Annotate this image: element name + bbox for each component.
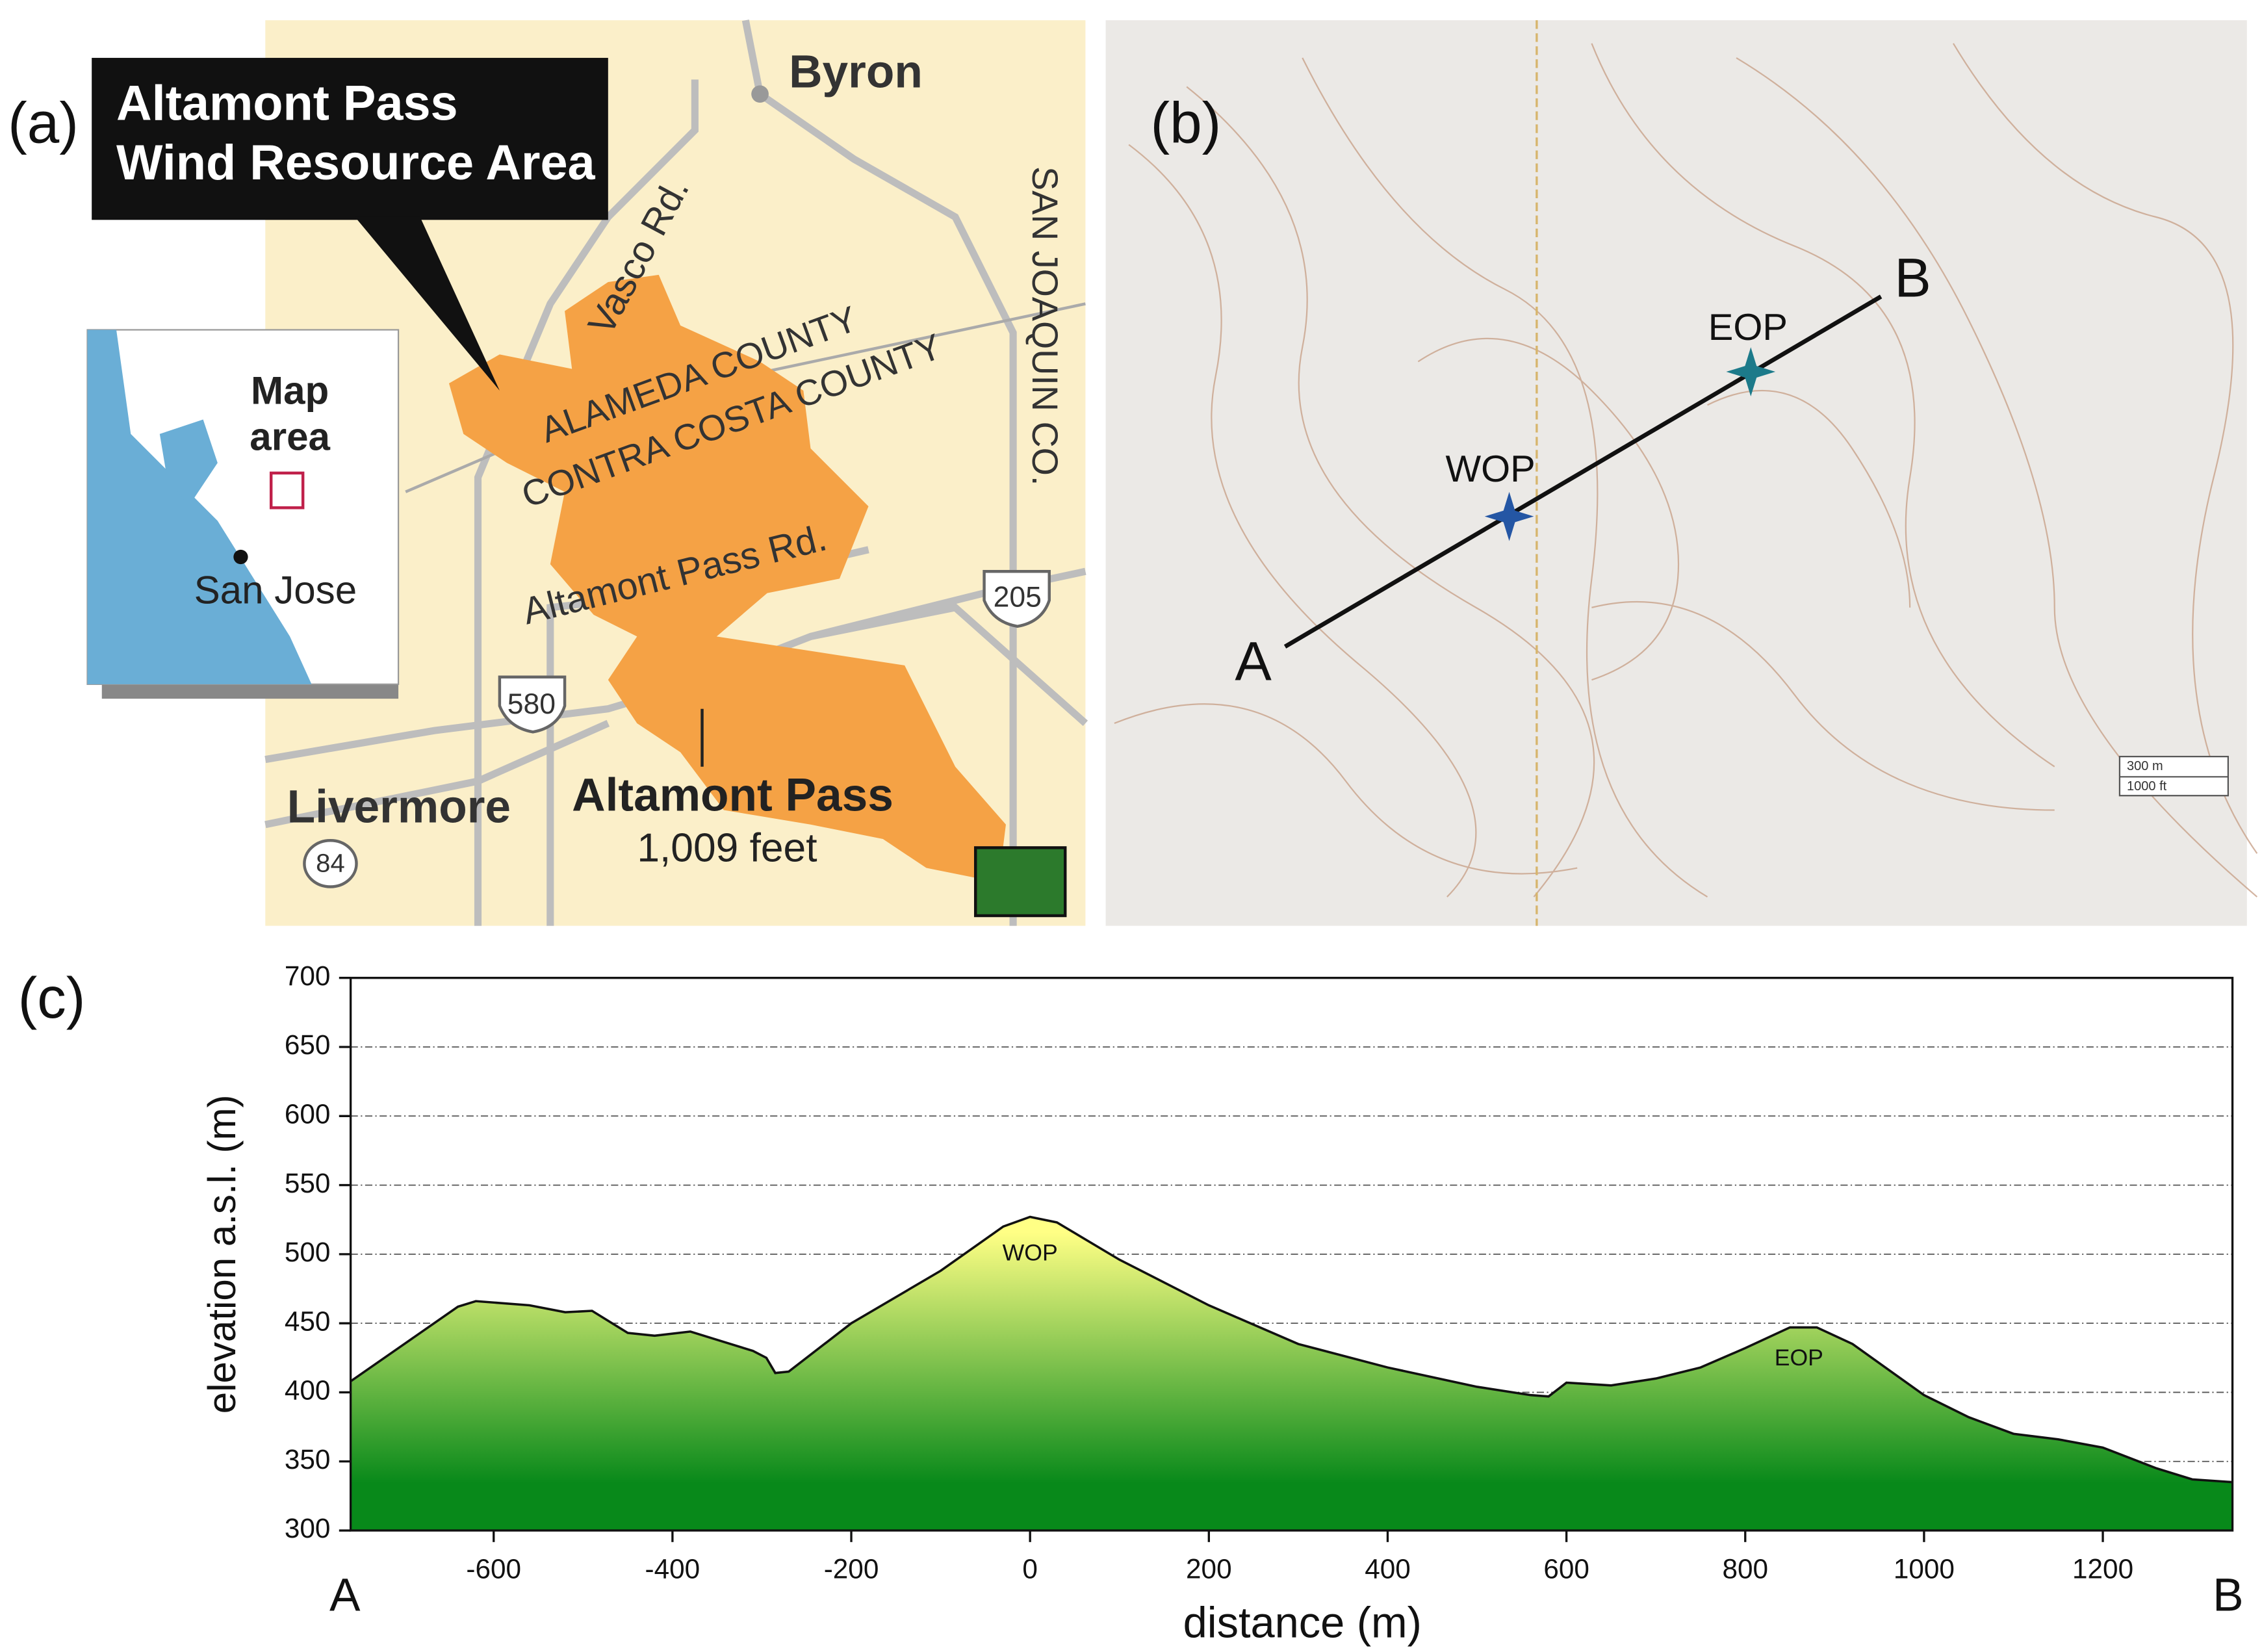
panel-label: (a) bbox=[8, 90, 79, 155]
x-tick-label: 1200 bbox=[2072, 1554, 2133, 1584]
shield-label: 205 bbox=[994, 581, 1042, 613]
y-axis-label: elevation a.s.l. (m) bbox=[200, 1094, 244, 1413]
profile-chart: (c) elevation a.s.l. (m) distance (m) A … bbox=[18, 961, 2244, 1647]
y-tick-label: 400 bbox=[285, 1375, 331, 1406]
contours bbox=[1114, 43, 2258, 898]
x-tick-label: -400 bbox=[645, 1554, 700, 1584]
x-tick-label: -200 bbox=[824, 1554, 879, 1584]
terrain-background bbox=[1105, 20, 2247, 926]
scale-bar: 300 m 1000 ft bbox=[2118, 756, 2229, 797]
title-box bbox=[92, 58, 608, 220]
x-tick-label: 600 bbox=[1543, 1554, 1589, 1584]
end-label: B bbox=[2213, 1569, 2244, 1621]
y-tick-label: 550 bbox=[285, 1168, 331, 1198]
shield-label: 580 bbox=[508, 688, 556, 720]
map-title: Wind Resource Area bbox=[116, 135, 596, 190]
site-label: WOP bbox=[1446, 448, 1536, 490]
inset-label: Map bbox=[251, 368, 329, 412]
plot-frame bbox=[349, 977, 2234, 1532]
y-tick-label: 450 bbox=[285, 1306, 331, 1336]
place-label: SAN JOAQUIN CO. bbox=[1025, 166, 1065, 485]
eop-marker bbox=[1726, 347, 1776, 396]
site-label: EOP bbox=[1708, 307, 1788, 348]
place-label: Byron bbox=[789, 47, 923, 98]
y-tick-label: 700 bbox=[285, 961, 331, 991]
y-tick-label: 300 bbox=[285, 1513, 331, 1543]
x-axis-label: distance (m) bbox=[1183, 1599, 1422, 1647]
elevation-line bbox=[350, 1215, 2233, 1484]
map-title: Altamont Pass bbox=[116, 76, 458, 131]
place-label: Altamont Pass bbox=[572, 770, 893, 821]
place-label: Livermore bbox=[287, 781, 511, 832]
transect bbox=[1283, 294, 1883, 649]
x-tick-label: 200 bbox=[1186, 1554, 1232, 1584]
place-label: 1,009 feet bbox=[637, 825, 817, 870]
y-tick-label: 650 bbox=[285, 1029, 331, 1060]
x-tick-label: 800 bbox=[1722, 1554, 1768, 1584]
x-tick-label: 400 bbox=[1365, 1554, 1411, 1584]
y-tick-label: 600 bbox=[285, 1098, 331, 1129]
scale-label: 300 m bbox=[2127, 759, 2163, 773]
wop-marker bbox=[1484, 491, 1534, 541]
wind-area bbox=[448, 274, 1006, 883]
map-b: (b) A B WOP EOP 300 m 1000 ft bbox=[1105, 20, 2258, 926]
title-pointer bbox=[355, 216, 500, 391]
x-tick-label: -600 bbox=[466, 1554, 521, 1584]
elevation-area bbox=[350, 1217, 2233, 1531]
panel-label: (b) bbox=[1151, 90, 1222, 155]
annotation: WOP bbox=[1003, 1239, 1058, 1265]
shields: 205 580 84 bbox=[303, 570, 1051, 888]
inset-label: area bbox=[250, 415, 330, 459]
panel-label: (c) bbox=[18, 965, 86, 1030]
point-label: B bbox=[1894, 246, 1931, 308]
annotation: EOP bbox=[1775, 1345, 1823, 1371]
x-tick-label: 0 bbox=[1022, 1554, 1038, 1584]
town-dot bbox=[751, 85, 769, 103]
y-tick-label: 350 bbox=[285, 1444, 331, 1475]
inset-map: Map area San Jose bbox=[86, 329, 400, 699]
point-label: A bbox=[1235, 630, 1272, 691]
start-label: A bbox=[329, 1569, 361, 1621]
shield-label: 84 bbox=[316, 849, 345, 878]
legend-swatch bbox=[973, 846, 1067, 918]
map-a: Altamont Pass Wind Resource Area (a) Byr… bbox=[8, 19, 1088, 926]
x-tick-label: 1000 bbox=[1894, 1554, 1955, 1584]
inset-label: San Jose bbox=[194, 569, 357, 612]
y-tick-label: 500 bbox=[285, 1237, 331, 1267]
scale-label: 1000 ft bbox=[2127, 779, 2167, 794]
